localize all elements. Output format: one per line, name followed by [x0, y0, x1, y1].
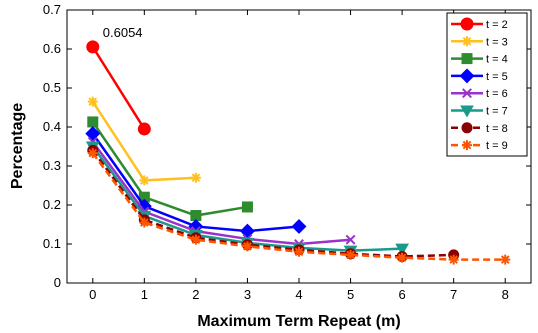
- annotation-peak-value: 0.6054: [103, 25, 143, 40]
- series-line: [91, 121, 248, 217]
- tick-layer: 0 1 2 3 4 5 6 7 8 0 0.1 0.2 0.3 0.4 0.5 0.6 0.7: [43, 2, 531, 302]
- data-point: [87, 148, 98, 159]
- data-point: [345, 249, 356, 260]
- data-point: [291, 218, 307, 234]
- series-line: [91, 141, 351, 246]
- y-tick-label: 0.5: [43, 80, 61, 95]
- y-tick-label: 0.3: [43, 158, 61, 173]
- y-tick-label: 0.4: [43, 119, 61, 134]
- data-point: [397, 252, 408, 263]
- x-axis-title: Maximum Term Repeat (m): [197, 313, 400, 330]
- legend-item: t = 3: [451, 36, 508, 48]
- data-point: [87, 116, 99, 128]
- data-point: [87, 96, 98, 107]
- legend-marker: [459, 68, 475, 84]
- series-2: [87, 96, 201, 186]
- x-tick-label: 5: [347, 287, 354, 302]
- y-tick-label: 0.6: [43, 41, 61, 56]
- data-point: [139, 175, 150, 186]
- legend-marker: [462, 88, 472, 99]
- legend-label: t = 3: [486, 36, 508, 48]
- data-point: [294, 246, 304, 257]
- data-point: [395, 243, 409, 256]
- legend-box: [446, 12, 528, 157]
- legend-item: t = 8: [451, 122, 508, 135]
- series-layer: [85, 40, 511, 265]
- data-point: [345, 234, 356, 245]
- x-tick-label: 3: [244, 287, 251, 302]
- legend-item: t = 4: [451, 53, 508, 66]
- legend-label: t = 7: [486, 106, 508, 118]
- legend-marker: [462, 140, 472, 151]
- legend-label: t = 6: [486, 88, 508, 100]
- y-tick-label: 0: [54, 275, 61, 290]
- x-tick-label: 1: [141, 287, 148, 302]
- series-line: [91, 46, 146, 130]
- data-point: [139, 217, 150, 228]
- legend-label: t = 4: [486, 54, 508, 66]
- legend-marker: [461, 122, 473, 134]
- legend-item: t = 2: [451, 17, 508, 31]
- x-tick-label: 0: [89, 287, 96, 302]
- y-tick-label: 0.2: [43, 197, 61, 212]
- legend-item: t = 7: [451, 105, 508, 118]
- x-tick-label: 6: [398, 287, 405, 302]
- data-point: [500, 254, 511, 265]
- series-8: [87, 148, 511, 265]
- legend-label: t = 5: [486, 71, 508, 83]
- legend-label: t = 9: [486, 140, 508, 152]
- data-point: [241, 201, 253, 213]
- legend: t = 2 t = 3 t = 4 t = 5 t = 6 t = 7 t = 8 t = 9: [446, 12, 528, 157]
- data-point: [137, 122, 151, 136]
- data-point: [86, 40, 100, 54]
- data-point: [85, 126, 101, 142]
- data-point: [448, 254, 459, 265]
- legend-item: t = 6: [451, 88, 508, 100]
- data-point: [190, 172, 201, 183]
- legend-label: t = 2: [486, 19, 508, 31]
- data-point: [242, 241, 253, 252]
- legend-marker: [460, 17, 474, 31]
- legend-marker: [460, 105, 474, 118]
- x-tick-label: 4: [295, 287, 302, 302]
- legend-item: t = 9: [451, 140, 508, 152]
- data-point: [190, 234, 201, 245]
- legend-item: t = 5: [451, 68, 508, 84]
- series-1: [86, 40, 151, 136]
- legend-marker: [461, 53, 473, 65]
- x-tick-label: 8: [502, 287, 509, 302]
- legend-marker: [462, 36, 472, 47]
- y-tick-label: 0.7: [43, 2, 61, 17]
- x-tick-label: 2: [192, 287, 199, 302]
- x-tick-label: 7: [450, 287, 457, 302]
- legend-label: t = 8: [486, 123, 508, 135]
- y-tick-label: 0.1: [43, 236, 61, 251]
- y-axis-title: Percentage: [9, 103, 26, 189]
